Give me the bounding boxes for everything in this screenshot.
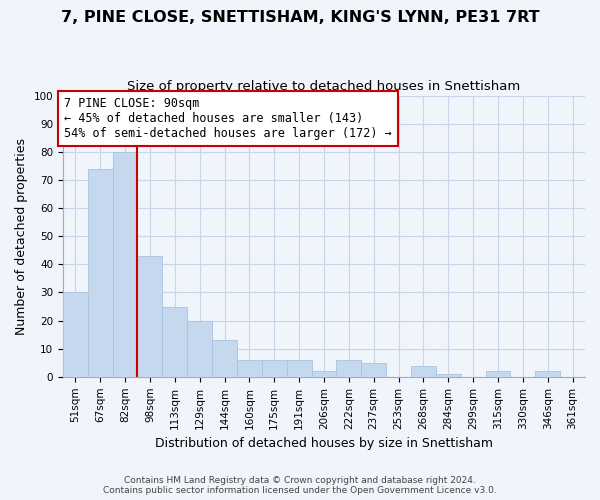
Bar — [436, 374, 461, 377]
Bar — [311, 371, 337, 377]
X-axis label: Distribution of detached houses by size in Snettisham: Distribution of detached houses by size … — [155, 437, 493, 450]
Bar — [411, 366, 436, 377]
Bar — [337, 360, 361, 377]
Bar — [63, 292, 88, 377]
Bar — [212, 340, 237, 377]
Bar — [137, 256, 163, 377]
Bar — [535, 371, 560, 377]
Bar — [262, 360, 287, 377]
Bar — [163, 306, 187, 377]
Bar — [361, 363, 386, 377]
Bar — [237, 360, 262, 377]
Y-axis label: Number of detached properties: Number of detached properties — [15, 138, 28, 334]
Bar — [485, 371, 511, 377]
Bar — [88, 168, 113, 377]
Text: 7, PINE CLOSE, SNETTISHAM, KING'S LYNN, PE31 7RT: 7, PINE CLOSE, SNETTISHAM, KING'S LYNN, … — [61, 10, 539, 25]
Bar — [113, 152, 137, 377]
Title: Size of property relative to detached houses in Snettisham: Size of property relative to detached ho… — [127, 80, 521, 93]
Bar — [187, 320, 212, 377]
Text: Contains HM Land Registry data © Crown copyright and database right 2024.
Contai: Contains HM Land Registry data © Crown c… — [103, 476, 497, 495]
Text: 7 PINE CLOSE: 90sqm
← 45% of detached houses are smaller (143)
54% of semi-detac: 7 PINE CLOSE: 90sqm ← 45% of detached ho… — [64, 97, 392, 140]
Bar — [287, 360, 311, 377]
